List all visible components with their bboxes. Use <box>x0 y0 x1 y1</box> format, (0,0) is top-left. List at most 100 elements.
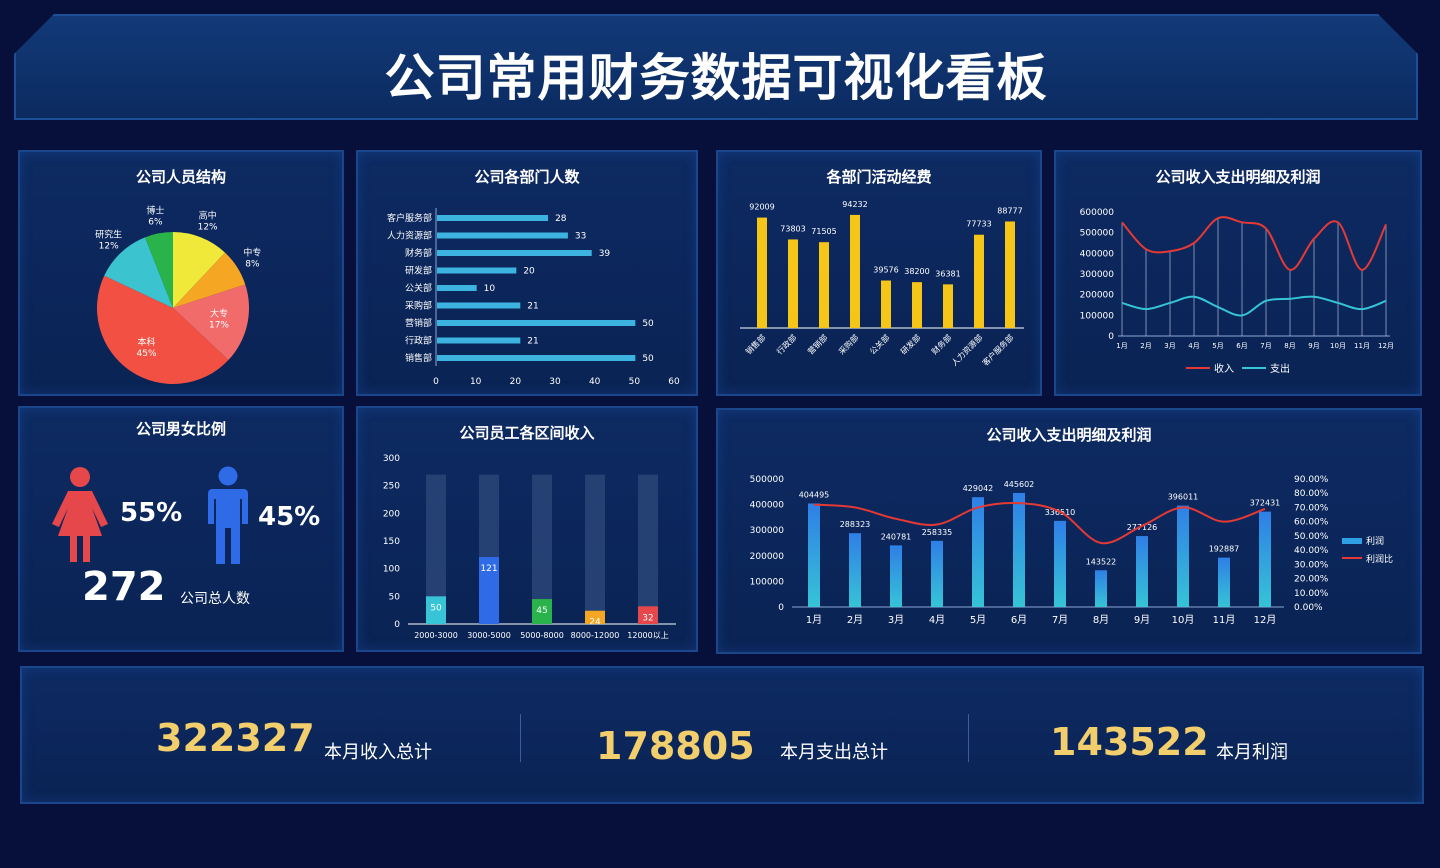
activity-fund-title: 各部门活动经费 <box>826 168 932 186</box>
profit-ratio-line <box>813 502 1266 545</box>
x-tick-label: 4月 <box>929 614 945 626</box>
female-icon <box>52 467 108 562</box>
category-label: 人力资源部 <box>387 230 432 242</box>
pie-value-label: 45% <box>137 349 157 359</box>
bar-value-label: 240781 <box>881 532 912 541</box>
bar <box>757 217 767 328</box>
bar <box>532 599 552 624</box>
activity-fund-chart: 92009 销售部 73803 行政部 71505 营销部 94232 采购部 39576 公关部… <box>740 200 1024 368</box>
income-total-label: 本月收入总计 <box>324 742 432 763</box>
income-expense-title: 公司收入支出明细及利润 <box>1155 168 1321 186</box>
summary-panel: 322327 本月收入总计 178805 本月支出总计 143522 本月利润 <box>20 666 1424 804</box>
salary-ranges-chart: 0 50 100 150 200 250 300 50 2000-3000 121 3000-500… <box>383 454 676 640</box>
x-tick-label: 50 <box>629 377 641 387</box>
activity-fund-panel: 各部门活动经费 92009 销售部 73803 行政部 71505 营销部 94232 采购部… <box>716 150 1042 396</box>
bar <box>437 285 477 291</box>
pie-value-label: 12% <box>198 223 218 233</box>
x-tick-label: 9月 <box>1134 614 1150 626</box>
bar-value-label: 396011 <box>1168 493 1199 502</box>
x-tick-label: 60 <box>668 377 680 387</box>
y2-tick-label: 60.00% <box>1294 518 1329 528</box>
bar-value-label: 50 <box>642 319 654 329</box>
y-tick-label: 300 <box>383 454 400 464</box>
category-label: 行政部 <box>405 335 432 347</box>
bar <box>890 545 902 607</box>
bar-value-label: 39 <box>599 249 611 259</box>
total-headcount: 272 <box>82 564 166 610</box>
pie-value-label: 12% <box>99 241 119 251</box>
expense-total-label: 本月支出总计 <box>780 742 888 763</box>
bar <box>974 234 984 328</box>
x-tick-label: 2月 <box>847 614 863 626</box>
bar <box>1095 570 1107 607</box>
x-tick-label: 9月 <box>1308 342 1319 350</box>
category-label: 营销部 <box>805 332 829 356</box>
x-tick-label: 1月 <box>1116 342 1127 350</box>
x-tick-label: 3月 <box>888 614 904 626</box>
legend-label: 支出 <box>1270 362 1290 375</box>
bar-value-label: 94232 <box>842 200 867 209</box>
x-tick-label: 12月 <box>1378 342 1394 350</box>
x-tick-label: 10月 <box>1330 342 1346 350</box>
salary-ranges-title: 公司员工各区间收入 <box>459 424 595 442</box>
bar <box>479 557 499 624</box>
personnel-structure-title: 公司人员结构 <box>135 168 226 186</box>
pie-label: 本科 <box>138 336 156 348</box>
summary-divider <box>520 714 521 762</box>
pie-value-label: 8% <box>245 260 260 270</box>
category-label: 财务部 <box>405 247 432 259</box>
y-tick-label: 200000 <box>1080 291 1115 301</box>
pie-slice <box>173 252 246 308</box>
bar <box>943 284 953 328</box>
y2-tick-label: 30.00% <box>1294 560 1329 570</box>
department-headcount-chart: 客户服务部 28 人力资源部 33 财务部 39 研发部 20 公关部 10 采购部 21 营销部 50 行… <box>387 208 680 387</box>
pie-slice <box>173 284 249 361</box>
x-tick-label: 2月 <box>1140 342 1151 350</box>
y-tick-label: 100000 <box>750 577 785 587</box>
bar <box>426 596 446 624</box>
category-label: 采购部 <box>836 332 860 356</box>
bar <box>1177 505 1189 607</box>
x-tick-label: 6月 <box>1236 342 1247 350</box>
x-tick-label: 7月 <box>1052 614 1068 626</box>
bar-value-label: 372431 <box>1250 499 1281 508</box>
bar-value-label: 429042 <box>963 484 994 493</box>
x-tick-label: 8月 <box>1284 342 1295 350</box>
profit-combo-panel: 公司收入支出明细及利润 0 100000 200000 300000 400000 500… <box>716 408 1422 654</box>
category-label: 公关部 <box>867 332 891 356</box>
bar-value-label: 88777 <box>997 206 1022 215</box>
y-tick-label: 50 <box>389 592 401 602</box>
bar-background <box>585 474 605 624</box>
pie-slice <box>145 232 173 308</box>
y2-tick-label: 20.00% <box>1294 575 1329 585</box>
bar-value-label: 71505 <box>811 227 836 236</box>
bar-value-label: 24 <box>589 618 601 628</box>
profit-combo-title: 公司收入支出明细及利润 <box>986 426 1152 444</box>
pie-label: 博士 <box>146 205 164 217</box>
x-tick-label: 4月 <box>1188 342 1199 350</box>
bar-value-label: 277126 <box>1127 523 1158 532</box>
y2-tick-label: 70.00% <box>1294 503 1329 513</box>
pie-slice <box>104 237 173 308</box>
personnel-structure-panel: 公司人员结构 高中 12% 中专 8% 大专 17% 本科 45% 研究生 12% 博士 6% <box>18 150 344 396</box>
bar <box>1005 221 1015 328</box>
bar <box>437 267 517 274</box>
bar <box>931 540 943 607</box>
category-label: 财务部 <box>929 332 953 356</box>
title-bar: 公司常用财务数据可视化看板 <box>14 14 1418 120</box>
category-label: 人力资源部 <box>949 332 984 367</box>
series-line <box>1121 216 1387 271</box>
bar-value-label: 20 <box>523 267 535 277</box>
category-label: 采购部 <box>405 300 432 312</box>
bar <box>437 302 521 309</box>
female-percentage: 55% <box>120 498 183 528</box>
y2-tick-label: 40.00% <box>1294 546 1329 556</box>
x-tick-label: 10 <box>470 377 482 387</box>
bar-value-label: 45 <box>536 606 547 616</box>
bar <box>585 610 605 624</box>
pie-value-label: 17% <box>209 320 229 330</box>
bar-value-label: 404495 <box>799 490 830 499</box>
bar-value-label: 258335 <box>922 528 953 537</box>
bar-value-label: 77733 <box>966 220 991 229</box>
x-tick-label: 1月 <box>806 614 822 626</box>
